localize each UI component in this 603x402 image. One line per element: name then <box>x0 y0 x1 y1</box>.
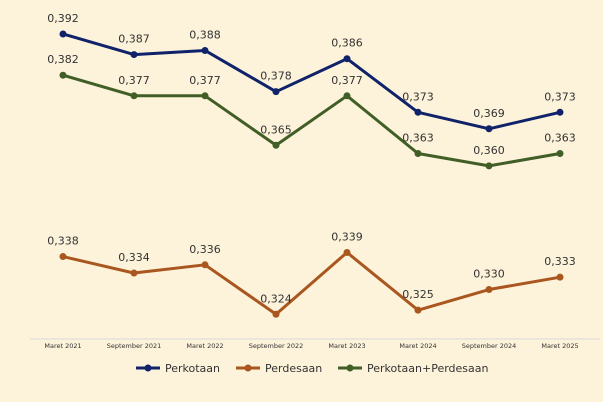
series-perkotaan-perdesaan: 0,382 0,377 0,377 0,365 0,377 0,363 0,360 0,363 <box>47 53 576 170</box>
data-point <box>59 71 67 79</box>
legend-label: Perkotaan <box>165 362 220 375</box>
legend: Perkotaan Perdesaan Perkotaan+Perdesaan <box>136 362 489 375</box>
data-label: 0,373 <box>402 90 434 103</box>
legend-item: Perdesaan <box>236 362 322 375</box>
data-point <box>272 88 280 96</box>
legend-label: Perkotaan+Perdesaan <box>367 362 489 375</box>
data-label: 0,363 <box>544 132 576 145</box>
data-label: 0,338 <box>47 235 79 248</box>
x-tick-label: Maret 2023 <box>328 342 365 350</box>
data-point <box>272 141 280 149</box>
data-label: 0,373 <box>544 90 576 103</box>
data-label: 0,330 <box>473 268 505 281</box>
data-label: 0,334 <box>118 251 150 264</box>
series-perdesaan: 0,338 0,334 0,336 0,324 0,339 0,325 0,330 0,333 <box>47 230 576 318</box>
data-label: 0,360 <box>473 144 505 157</box>
legend-item: Perkotaan <box>136 362 220 375</box>
data-point <box>343 55 351 63</box>
data-label: 0,363 <box>402 132 434 145</box>
data-label: 0,377 <box>189 74 221 87</box>
data-point <box>485 125 493 133</box>
series-line <box>62 32 561 131</box>
data-label: 0,388 <box>189 28 221 41</box>
legend-label: Perdesaan <box>265 362 322 375</box>
data-point <box>201 261 209 269</box>
x-axis: Maret 2021 September 2021 Maret 2022 Septem… <box>30 338 600 350</box>
x-tick-label: Maret 2024 <box>399 342 436 350</box>
data-point <box>414 150 422 158</box>
data-label: 0,377 <box>118 74 150 87</box>
x-tick-label: September 2022 <box>249 342 304 350</box>
data-point <box>343 248 351 256</box>
data-point <box>343 92 351 100</box>
x-tick-label: Maret 2022 <box>186 342 223 350</box>
data-label: 0,387 <box>118 33 150 46</box>
x-tick-label: Maret 2021 <box>44 342 81 350</box>
series-line <box>62 250 561 316</box>
data-point <box>556 108 564 116</box>
data-point <box>201 92 209 100</box>
data-label: 0,369 <box>473 107 505 120</box>
data-point <box>556 273 564 281</box>
data-label: 0,339 <box>331 230 363 243</box>
data-label: 0,333 <box>544 255 576 268</box>
data-label: 0,378 <box>260 70 292 83</box>
data-point <box>130 92 138 100</box>
data-label: 0,324 <box>260 292 292 305</box>
x-tick-label: Maret 2025 <box>541 342 578 350</box>
legend-item: Perkotaan+Perdesaan <box>338 362 489 375</box>
series-line <box>62 73 561 168</box>
data-point <box>485 286 493 294</box>
series-perkotaan: 0,392 0,387 0,388 0,378 0,386 0,373 0,369 0,373 <box>47 12 576 133</box>
data-point <box>272 310 280 318</box>
data-label: 0,365 <box>260 123 292 136</box>
x-tick-label: September 2024 <box>462 342 517 350</box>
data-point <box>130 51 138 59</box>
legend-marker <box>144 364 152 372</box>
data-point <box>59 253 67 261</box>
data-label: 0,382 <box>47 53 79 66</box>
data-label: 0,336 <box>189 243 221 256</box>
data-label: 0,392 <box>47 12 79 25</box>
data-point <box>556 150 564 158</box>
data-point <box>59 30 67 38</box>
data-label: 0,377 <box>331 74 363 87</box>
data-point <box>130 269 138 277</box>
legend-marker <box>244 364 252 372</box>
data-point <box>485 162 493 170</box>
data-label: 0,386 <box>331 37 363 50</box>
data-point <box>414 108 422 116</box>
legend-marker <box>346 364 354 372</box>
data-label: 0,325 <box>402 288 434 301</box>
series-layer: 0,392 0,387 0,388 0,378 0,386 0,373 0,369 0,373… <box>47 12 576 318</box>
x-tick-label: September 2021 <box>107 342 162 350</box>
data-point <box>201 46 209 54</box>
data-point <box>414 306 422 314</box>
